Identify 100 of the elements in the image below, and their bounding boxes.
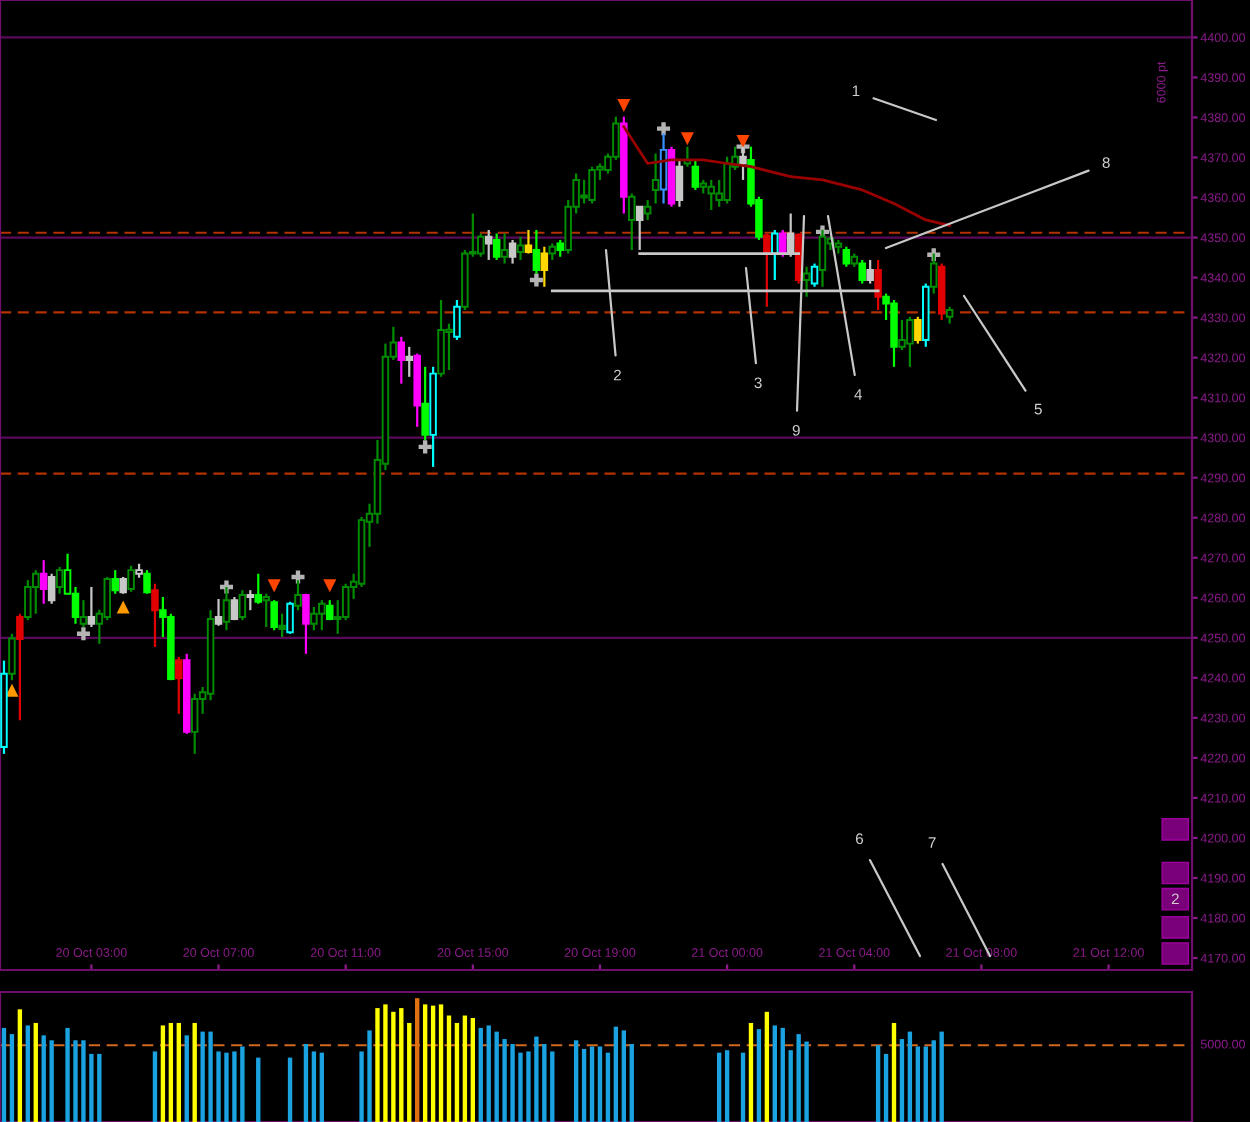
- bar: [25, 1025, 30, 1122]
- bar: [931, 1040, 936, 1122]
- bar: [160, 1025, 166, 1122]
- candlestick: [127, 564, 135, 593]
- candlestick: [254, 572, 263, 605]
- bar: [542, 1044, 547, 1122]
- bar: [907, 1031, 913, 1122]
- bar: [9, 1034, 15, 1122]
- bar: [1, 1027, 7, 1122]
- bar: [740, 1052, 746, 1122]
- candlestick: [818, 228, 827, 288]
- candlestick: [484, 228, 493, 262]
- bar: [534, 1036, 539, 1122]
- bar: [232, 1051, 237, 1122]
- bar: [915, 1046, 921, 1122]
- bar: [200, 1031, 205, 1122]
- candlestick: [500, 232, 509, 265]
- point: [736, 134, 750, 148]
- bar: [486, 1025, 491, 1122]
- bar: [415, 998, 420, 1122]
- candlestick: [628, 192, 636, 252]
- point: [116, 600, 130, 614]
- candlestick: [47, 572, 56, 605]
- bar: [438, 1004, 444, 1122]
- bar: [613, 1026, 619, 1122]
- bar: [581, 1048, 587, 1122]
- bar: [176, 1022, 181, 1122]
- candlestick: [16, 612, 24, 722]
- bar: [589, 1046, 595, 1122]
- bar: [454, 1022, 460, 1122]
- bar: [518, 1052, 523, 1122]
- candlestick: [707, 178, 715, 212]
- bar: [780, 1027, 785, 1122]
- candlestick: [651, 152, 660, 205]
- bar: [629, 1044, 634, 1122]
- bar: [311, 1051, 317, 1122]
- bar: [621, 1030, 626, 1122]
- bar: [756, 1029, 762, 1122]
- candlestick: [723, 155, 731, 205]
- point: [323, 579, 337, 593]
- candlestick: [874, 258, 882, 312]
- bar: [510, 1044, 515, 1122]
- bar: [883, 1053, 889, 1122]
- bar: [224, 1052, 229, 1122]
- candlestick: [802, 265, 811, 298]
- bar: [192, 1022, 197, 1122]
- candlestick: [32, 569, 40, 615]
- bar: [33, 1022, 38, 1122]
- bar: [597, 1046, 603, 1122]
- bar: [724, 1050, 730, 1122]
- bar: [716, 1052, 722, 1122]
- point: [657, 122, 671, 136]
- candlestick: [238, 589, 247, 622]
- bar: [407, 1022, 412, 1122]
- candlestick: [278, 612, 286, 639]
- point: [680, 132, 694, 146]
- candlestick: [906, 315, 914, 368]
- candlestick: [890, 298, 898, 368]
- candlestick: [643, 198, 652, 222]
- bar: [891, 1022, 897, 1122]
- line-series: [622, 125, 952, 227]
- bar: [573, 1040, 579, 1122]
- candlestick: [246, 589, 255, 612]
- candlestick: [310, 605, 318, 632]
- candlestick: [111, 569, 119, 595]
- candlestick: [842, 245, 851, 268]
- bar: [422, 1004, 428, 1122]
- bar: [804, 1041, 809, 1122]
- bar: [303, 1044, 309, 1122]
- candlestick: [397, 335, 406, 385]
- candlestick: [55, 565, 64, 595]
- bar: [430, 1005, 436, 1122]
- candlestick: [190, 692, 199, 755]
- point: [267, 579, 281, 593]
- bar: [17, 1009, 23, 1122]
- candlestick: [779, 228, 787, 258]
- bar: [550, 1051, 555, 1122]
- candlestick: [270, 599, 278, 632]
- bar: [399, 1008, 404, 1122]
- candlestick: [540, 245, 549, 288]
- point: [291, 570, 305, 584]
- candlestick: [214, 597, 223, 627]
- bar: [796, 1034, 801, 1122]
- bar: [287, 1057, 293, 1122]
- candlestick: [516, 235, 525, 262]
- candlestick: [302, 592, 310, 655]
- candlestick: [763, 232, 771, 308]
- bar: [383, 1004, 388, 1122]
- candlestick: [143, 569, 151, 595]
- candlestick: [691, 158, 700, 192]
- bar: [899, 1039, 905, 1122]
- candlestick: [318, 599, 326, 632]
- bar: [494, 1031, 499, 1122]
- candlestick: [588, 165, 596, 205]
- candlestick: [492, 232, 501, 262]
- bar: [748, 1022, 754, 1122]
- bar: [208, 1031, 213, 1122]
- candlestick: [262, 592, 270, 629]
- bar: [152, 1051, 158, 1122]
- bar: [772, 1025, 777, 1122]
